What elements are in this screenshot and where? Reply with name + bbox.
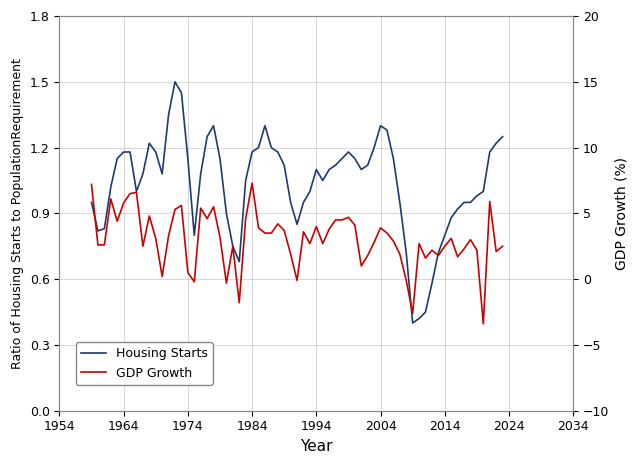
GDP Growth: [306, 241, 314, 246]
Y-axis label: GDP Growth (%): GDP Growth (%): [615, 157, 629, 270]
Y-axis label: Ratio of Housing Starts to PopulationRequirement: Ratio of Housing Starts to PopulationReq…: [11, 58, 24, 369]
Housing Starts: [499, 134, 506, 140]
Housing Starts: [88, 199, 95, 205]
Housing Starts: [268, 145, 275, 150]
GDP Growth: [479, 321, 487, 326]
GDP Growth: [88, 182, 95, 187]
Housing Starts: [216, 156, 224, 161]
Housing Starts: [306, 189, 314, 194]
GDP Growth: [268, 230, 275, 236]
Housing Starts: [486, 149, 493, 155]
Housing Starts: [171, 79, 179, 85]
GDP Growth: [184, 270, 192, 275]
Line: Housing Starts: Housing Starts: [92, 82, 502, 323]
GDP Growth: [248, 180, 256, 186]
Housing Starts: [191, 232, 198, 238]
Housing Starts: [409, 320, 417, 326]
GDP Growth: [210, 204, 218, 210]
Legend: Housing Starts, GDP Growth: Housing Starts, GDP Growth: [76, 342, 212, 385]
GDP Growth: [447, 236, 455, 241]
X-axis label: Year: Year: [300, 439, 333, 454]
Line: GDP Growth: GDP Growth: [92, 183, 502, 324]
GDP Growth: [486, 199, 493, 204]
Housing Starts: [454, 206, 461, 212]
GDP Growth: [499, 244, 506, 249]
